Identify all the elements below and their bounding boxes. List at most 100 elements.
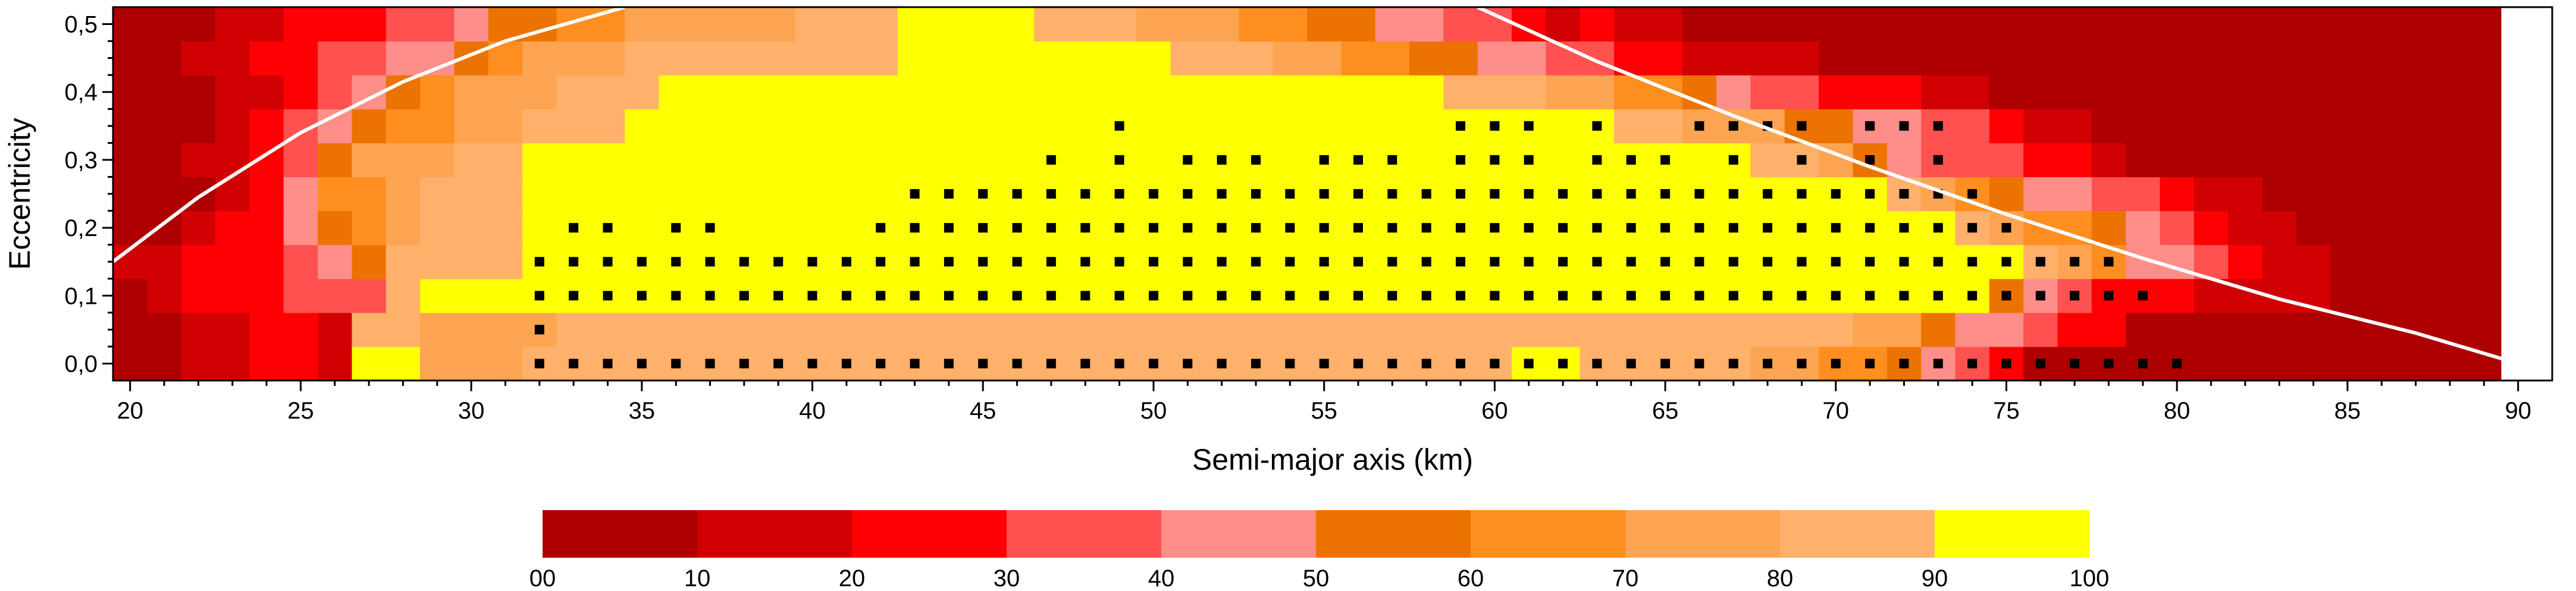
colorbar-label: 00 (529, 565, 556, 591)
heatmap-cell (829, 177, 864, 212)
heatmap-cell (2433, 177, 2468, 212)
survival-marker (1319, 291, 1329, 301)
heatmap-cell (795, 41, 830, 76)
x-tick-label: 25 (287, 398, 314, 424)
heatmap-cell (181, 109, 216, 143)
heatmap-cell (1648, 109, 1683, 143)
survival-marker (1899, 121, 1909, 131)
heatmap-cell (2160, 278, 2195, 313)
heatmap-cell (1853, 312, 1888, 347)
heatmap-cell (1375, 41, 1410, 76)
heatmap-cell (420, 346, 455, 381)
heatmap-cell (1136, 109, 1171, 143)
heatmap-cell (2228, 312, 2263, 347)
heatmap-cell (488, 7, 523, 42)
heatmap-cell (2364, 41, 2399, 76)
y-tick-label: 0,5 (64, 12, 98, 38)
heatmap-cell (556, 312, 591, 347)
heatmap-cell (1239, 109, 1274, 143)
heatmap-cell (2228, 75, 2263, 109)
heatmap-cell (1409, 7, 1444, 42)
heatmap-cell (2296, 7, 2331, 42)
heatmap-cell (2296, 210, 2331, 246)
heatmap-cell (283, 75, 318, 109)
heatmap-cell (1853, 41, 1888, 76)
heatmap-cell (181, 210, 216, 246)
heatmap-cell (2296, 177, 2331, 212)
heatmap-cell (1989, 109, 2024, 143)
heatmap-cell (1716, 41, 1751, 76)
heatmap-cell (2364, 312, 2399, 347)
heatmap-cell (454, 143, 489, 178)
survival-marker (1660, 359, 1671, 369)
heatmap-cell (556, 41, 591, 76)
heatmap-cell (1068, 143, 1103, 178)
colorbar-swatch (1161, 510, 1317, 558)
heatmap-cell (2467, 109, 2502, 143)
survival-marker (1626, 223, 1636, 233)
heatmap-cell (761, 109, 796, 143)
heatmap-cell (386, 312, 421, 347)
survival-marker (705, 257, 715, 267)
heatmap-cell (2057, 41, 2092, 76)
heatmap-cell (1886, 75, 1922, 109)
heatmap-cell (999, 109, 1035, 143)
heatmap-cell (1580, 41, 1615, 76)
heatmap-cell (2228, 244, 2263, 279)
heatmap-cell (590, 143, 625, 178)
heatmap-cell (2467, 75, 2502, 109)
survival-marker (1490, 291, 1500, 301)
heatmap-cell (1750, 143, 1785, 178)
heatmap-cell (2399, 41, 2433, 76)
survival-marker (1797, 291, 1807, 301)
heatmap-cell (1750, 75, 1785, 109)
heatmap-cell (1273, 109, 1308, 143)
heatmap-cell (897, 7, 932, 42)
heatmap-cell (2160, 177, 2195, 212)
heatmap-cell (181, 7, 216, 42)
x-tick-label: 50 (1140, 398, 1167, 424)
heatmap-cell (2193, 312, 2229, 347)
heatmap-cell (1102, 312, 1137, 347)
heatmap-cell (2399, 143, 2433, 178)
colorbar-label: 70 (1612, 565, 1639, 591)
survival-marker (569, 359, 579, 369)
heatmap-cell (1307, 75, 1342, 109)
heatmap-cell (386, 7, 421, 42)
survival-marker (1183, 291, 1193, 301)
survival-marker (1217, 257, 1227, 267)
survival-marker (1353, 223, 1363, 233)
heatmap-cell (283, 312, 318, 347)
survival-marker (2138, 359, 2148, 369)
heatmap-cell (1239, 41, 1274, 76)
survival-marker (1865, 223, 1875, 233)
colorbar-label: 90 (1922, 565, 1948, 591)
survival-marker (1865, 257, 1875, 267)
survival-marker (1149, 359, 1158, 369)
survival-marker (1558, 189, 1568, 199)
heatmap-cell (1239, 312, 1274, 347)
survival-marker (1319, 359, 1329, 369)
heatmap-cell (522, 109, 557, 143)
survival-marker (1592, 223, 1602, 233)
survival-marker (1421, 223, 1431, 233)
survival-marker (1728, 359, 1738, 369)
survival-marker (1592, 257, 1602, 267)
survival-marker (1387, 359, 1397, 369)
survival-marker (1728, 189, 1738, 199)
survival-marker (1763, 223, 1773, 233)
heatmap-cell (2262, 109, 2297, 143)
heatmap-cell (352, 109, 387, 143)
heatmap-cell (1716, 7, 1751, 42)
heatmap-cell (863, 41, 898, 76)
heatmap-cell (2091, 143, 2126, 178)
heatmap-cell (932, 7, 967, 42)
heatmap-cell (2193, 346, 2229, 381)
heatmap-cell (318, 244, 352, 279)
heatmap-cell (420, 312, 455, 347)
heatmap-cell (966, 312, 1001, 347)
survival-marker (1865, 189, 1875, 199)
heatmap-cell (1512, 312, 1546, 347)
heatmap-cell (488, 75, 523, 109)
survival-marker (1319, 223, 1329, 233)
